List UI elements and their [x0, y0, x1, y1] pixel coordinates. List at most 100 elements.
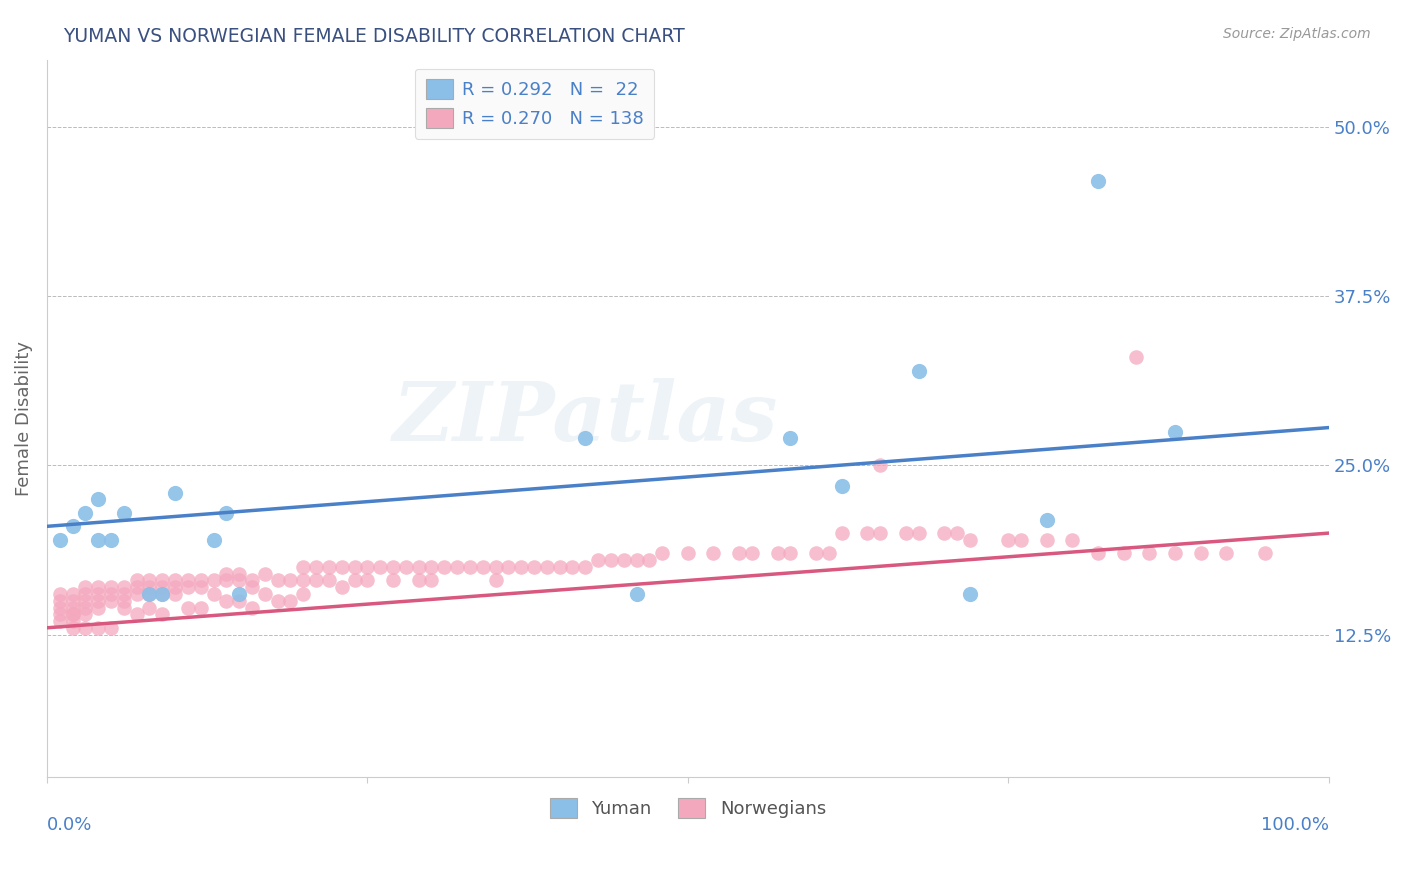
Point	[75, 600, 97, 615]
Point	[343, 560, 366, 574]
Point	[1189, 546, 1212, 560]
Point	[75, 621, 97, 635]
Point	[87, 593, 110, 607]
Point	[125, 580, 148, 594]
Point	[240, 600, 263, 615]
Point	[728, 546, 751, 560]
Point	[458, 560, 481, 574]
Point	[48, 607, 70, 622]
Point	[48, 600, 70, 615]
Point	[356, 574, 378, 588]
Point	[959, 533, 981, 547]
Text: 0.0%: 0.0%	[46, 816, 93, 834]
Point	[318, 574, 340, 588]
Point	[330, 580, 353, 594]
Point	[1035, 512, 1057, 526]
Point	[75, 607, 97, 622]
Point	[638, 553, 661, 567]
Point	[202, 533, 225, 547]
Point	[894, 526, 917, 541]
Point	[574, 560, 596, 574]
Point	[959, 587, 981, 601]
Point	[779, 546, 801, 560]
Point	[1010, 533, 1032, 547]
Point	[292, 560, 315, 574]
Text: Source: ZipAtlas.com: Source: ZipAtlas.com	[1223, 27, 1371, 41]
Point	[343, 574, 366, 588]
Point	[382, 574, 405, 588]
Point	[934, 526, 956, 541]
Point	[240, 574, 263, 588]
Point	[471, 560, 494, 574]
Point	[177, 574, 200, 588]
Point	[305, 560, 328, 574]
Point	[87, 492, 110, 507]
Point	[112, 600, 135, 615]
Point	[651, 546, 673, 560]
Point	[100, 533, 122, 547]
Point	[112, 587, 135, 601]
Point	[561, 560, 583, 574]
Point	[869, 458, 891, 473]
Point	[87, 533, 110, 547]
Point	[318, 560, 340, 574]
Point	[382, 560, 405, 574]
Point	[165, 587, 187, 601]
Point	[586, 553, 609, 567]
Point	[1125, 350, 1147, 364]
Point	[112, 506, 135, 520]
Point	[292, 587, 315, 601]
Point	[75, 587, 97, 601]
Point	[75, 580, 97, 594]
Point	[766, 546, 789, 560]
Point	[831, 479, 853, 493]
Point	[48, 614, 70, 628]
Point	[87, 587, 110, 601]
Point	[817, 546, 839, 560]
Point	[330, 560, 353, 574]
Point	[433, 560, 456, 574]
Point	[177, 600, 200, 615]
Point	[1035, 533, 1057, 547]
Point	[48, 593, 70, 607]
Point	[100, 580, 122, 594]
Point	[1253, 546, 1275, 560]
Point	[125, 574, 148, 588]
Point	[574, 431, 596, 445]
Point	[112, 593, 135, 607]
Point	[266, 593, 288, 607]
Point	[228, 574, 250, 588]
Point	[228, 566, 250, 581]
Point	[356, 560, 378, 574]
Point	[498, 560, 520, 574]
Text: YUMAN VS NORWEGIAN FEMALE DISABILITY CORRELATION CHART: YUMAN VS NORWEGIAN FEMALE DISABILITY COR…	[63, 27, 685, 45]
Point	[190, 600, 212, 615]
Point	[165, 580, 187, 594]
Point	[100, 621, 122, 635]
Point	[831, 526, 853, 541]
Point	[100, 587, 122, 601]
Point	[395, 560, 418, 574]
Point	[253, 587, 276, 601]
Point	[305, 574, 328, 588]
Point	[62, 607, 84, 622]
Point	[138, 587, 160, 601]
Point	[266, 574, 288, 588]
Point	[368, 560, 391, 574]
Point	[62, 621, 84, 635]
Point	[215, 593, 238, 607]
Point	[138, 587, 160, 601]
Point	[1062, 533, 1084, 547]
Point	[907, 364, 929, 378]
Point	[62, 600, 84, 615]
Point	[150, 574, 173, 588]
Point	[48, 533, 70, 547]
Point	[228, 593, 250, 607]
Point	[112, 580, 135, 594]
Point	[484, 574, 506, 588]
Point	[75, 593, 97, 607]
Point	[626, 587, 648, 601]
Point	[215, 574, 238, 588]
Point	[125, 607, 148, 622]
Point	[150, 580, 173, 594]
